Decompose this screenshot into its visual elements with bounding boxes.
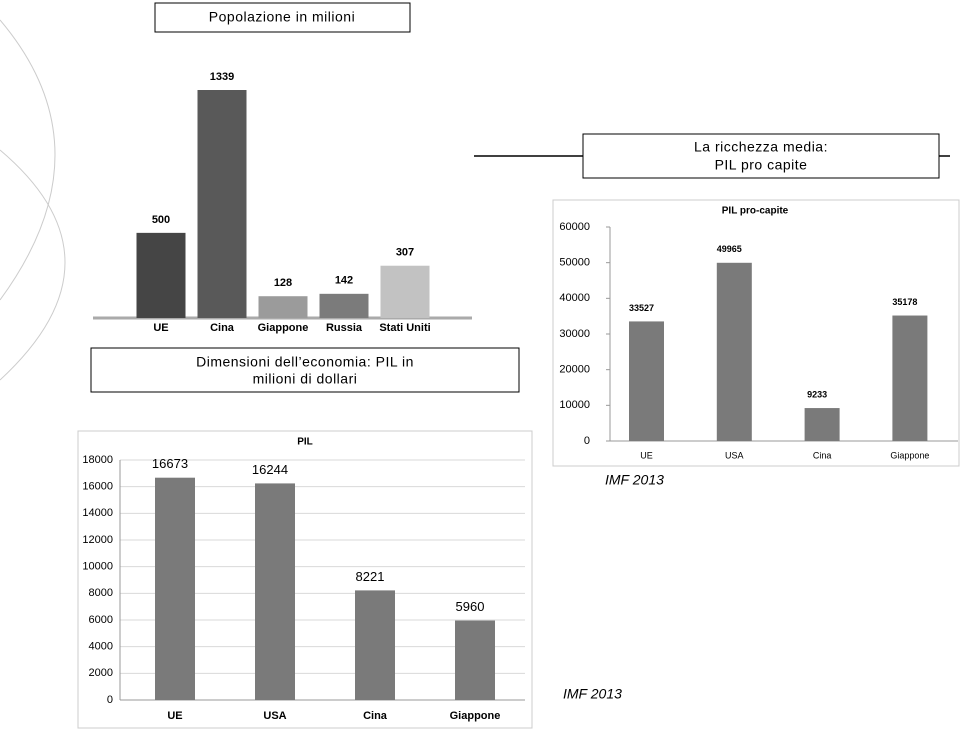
x-tick-label: Russia bbox=[326, 322, 363, 334]
bar bbox=[155, 477, 195, 700]
value-label: 5960 bbox=[456, 599, 485, 614]
x-tick-label: Cina bbox=[210, 322, 235, 334]
arc bbox=[0, 19, 56, 301]
title-box bbox=[154, 2, 411, 33]
heading: PIL pro capite bbox=[715, 157, 808, 173]
value-label: 307 bbox=[396, 247, 414, 259]
y-tick-label: 60000 bbox=[559, 221, 590, 233]
bar bbox=[258, 296, 308, 318]
bar bbox=[380, 265, 430, 318]
bar bbox=[136, 232, 186, 318]
x-tick-label: Giappone bbox=[258, 322, 309, 334]
y-tick-label: 2000 bbox=[89, 667, 113, 679]
chart-frame bbox=[552, 199, 960, 467]
chart-title: PIL pro-capite bbox=[722, 206, 789, 217]
y-tick-label: 10000 bbox=[82, 561, 113, 573]
x-tick-label: Giappone bbox=[890, 450, 929, 460]
y-tick-label: 4000 bbox=[89, 641, 113, 653]
y-tick-label: 10000 bbox=[559, 399, 590, 411]
y-tick-label: 8000 bbox=[89, 587, 113, 599]
value-label: 142 bbox=[335, 275, 353, 287]
bar bbox=[892, 315, 928, 441]
y-tick-label: 20000 bbox=[559, 364, 590, 376]
bar bbox=[455, 620, 495, 700]
heading-box bbox=[582, 133, 940, 179]
value-label: 16673 bbox=[152, 456, 188, 471]
value-label: 16244 bbox=[252, 462, 288, 477]
y-tick-label: 40000 bbox=[559, 292, 590, 304]
x-tick-label: UE bbox=[167, 710, 182, 722]
x-tick-label: USA bbox=[725, 450, 744, 460]
x-tick-label: Cina bbox=[813, 450, 832, 460]
value-label: 128 bbox=[274, 277, 292, 289]
arc bbox=[0, 149, 66, 381]
source: IMF 2013 bbox=[605, 472, 664, 488]
x-tick-label: UE bbox=[640, 450, 653, 460]
y-tick-label: 14000 bbox=[82, 507, 113, 519]
heading: Dimensioni dell’economia: PIL in bbox=[196, 354, 414, 370]
x-tick-label: Giappone bbox=[450, 710, 501, 722]
y-tick-label: 0 bbox=[584, 435, 590, 447]
y-tick-label: 16000 bbox=[82, 481, 113, 493]
value-label: 9233 bbox=[807, 389, 827, 399]
bar bbox=[319, 293, 369, 318]
value-label: 8221 bbox=[356, 569, 385, 584]
value-label: 500 bbox=[152, 214, 170, 226]
y-tick-label: 6000 bbox=[89, 614, 113, 626]
bar bbox=[355, 590, 395, 700]
value-label: 1339 bbox=[210, 71, 234, 83]
bar bbox=[804, 408, 840, 441]
x-tick-label: Cina bbox=[363, 710, 388, 722]
heading: milioni di dollari bbox=[253, 371, 358, 387]
source: IMF 2013 bbox=[563, 686, 622, 702]
bar bbox=[197, 90, 247, 318]
y-tick-label: 18000 bbox=[82, 454, 113, 466]
heading-box bbox=[90, 347, 520, 393]
y-tick-label: 50000 bbox=[559, 257, 590, 269]
y-tick-label: 30000 bbox=[559, 328, 590, 340]
title: Popolazione in milioni bbox=[209, 9, 355, 25]
value-label: 35178 bbox=[892, 297, 917, 307]
x-tick-label: USA bbox=[263, 710, 286, 722]
decoration bbox=[0, 19, 66, 381]
value-label: 49965 bbox=[717, 244, 742, 254]
y-tick-label: 12000 bbox=[82, 534, 113, 546]
heading: La ricchezza media: bbox=[694, 139, 828, 155]
y-tick-label: 0 bbox=[107, 694, 113, 706]
bar bbox=[255, 483, 295, 700]
value-label: 33527 bbox=[629, 303, 654, 313]
bar bbox=[716, 262, 752, 441]
bar bbox=[629, 321, 664, 441]
chart-title: PIL bbox=[297, 437, 313, 448]
x-tick-label: Stati Uniti bbox=[379, 322, 430, 334]
x-tick-label: UE bbox=[153, 322, 168, 334]
